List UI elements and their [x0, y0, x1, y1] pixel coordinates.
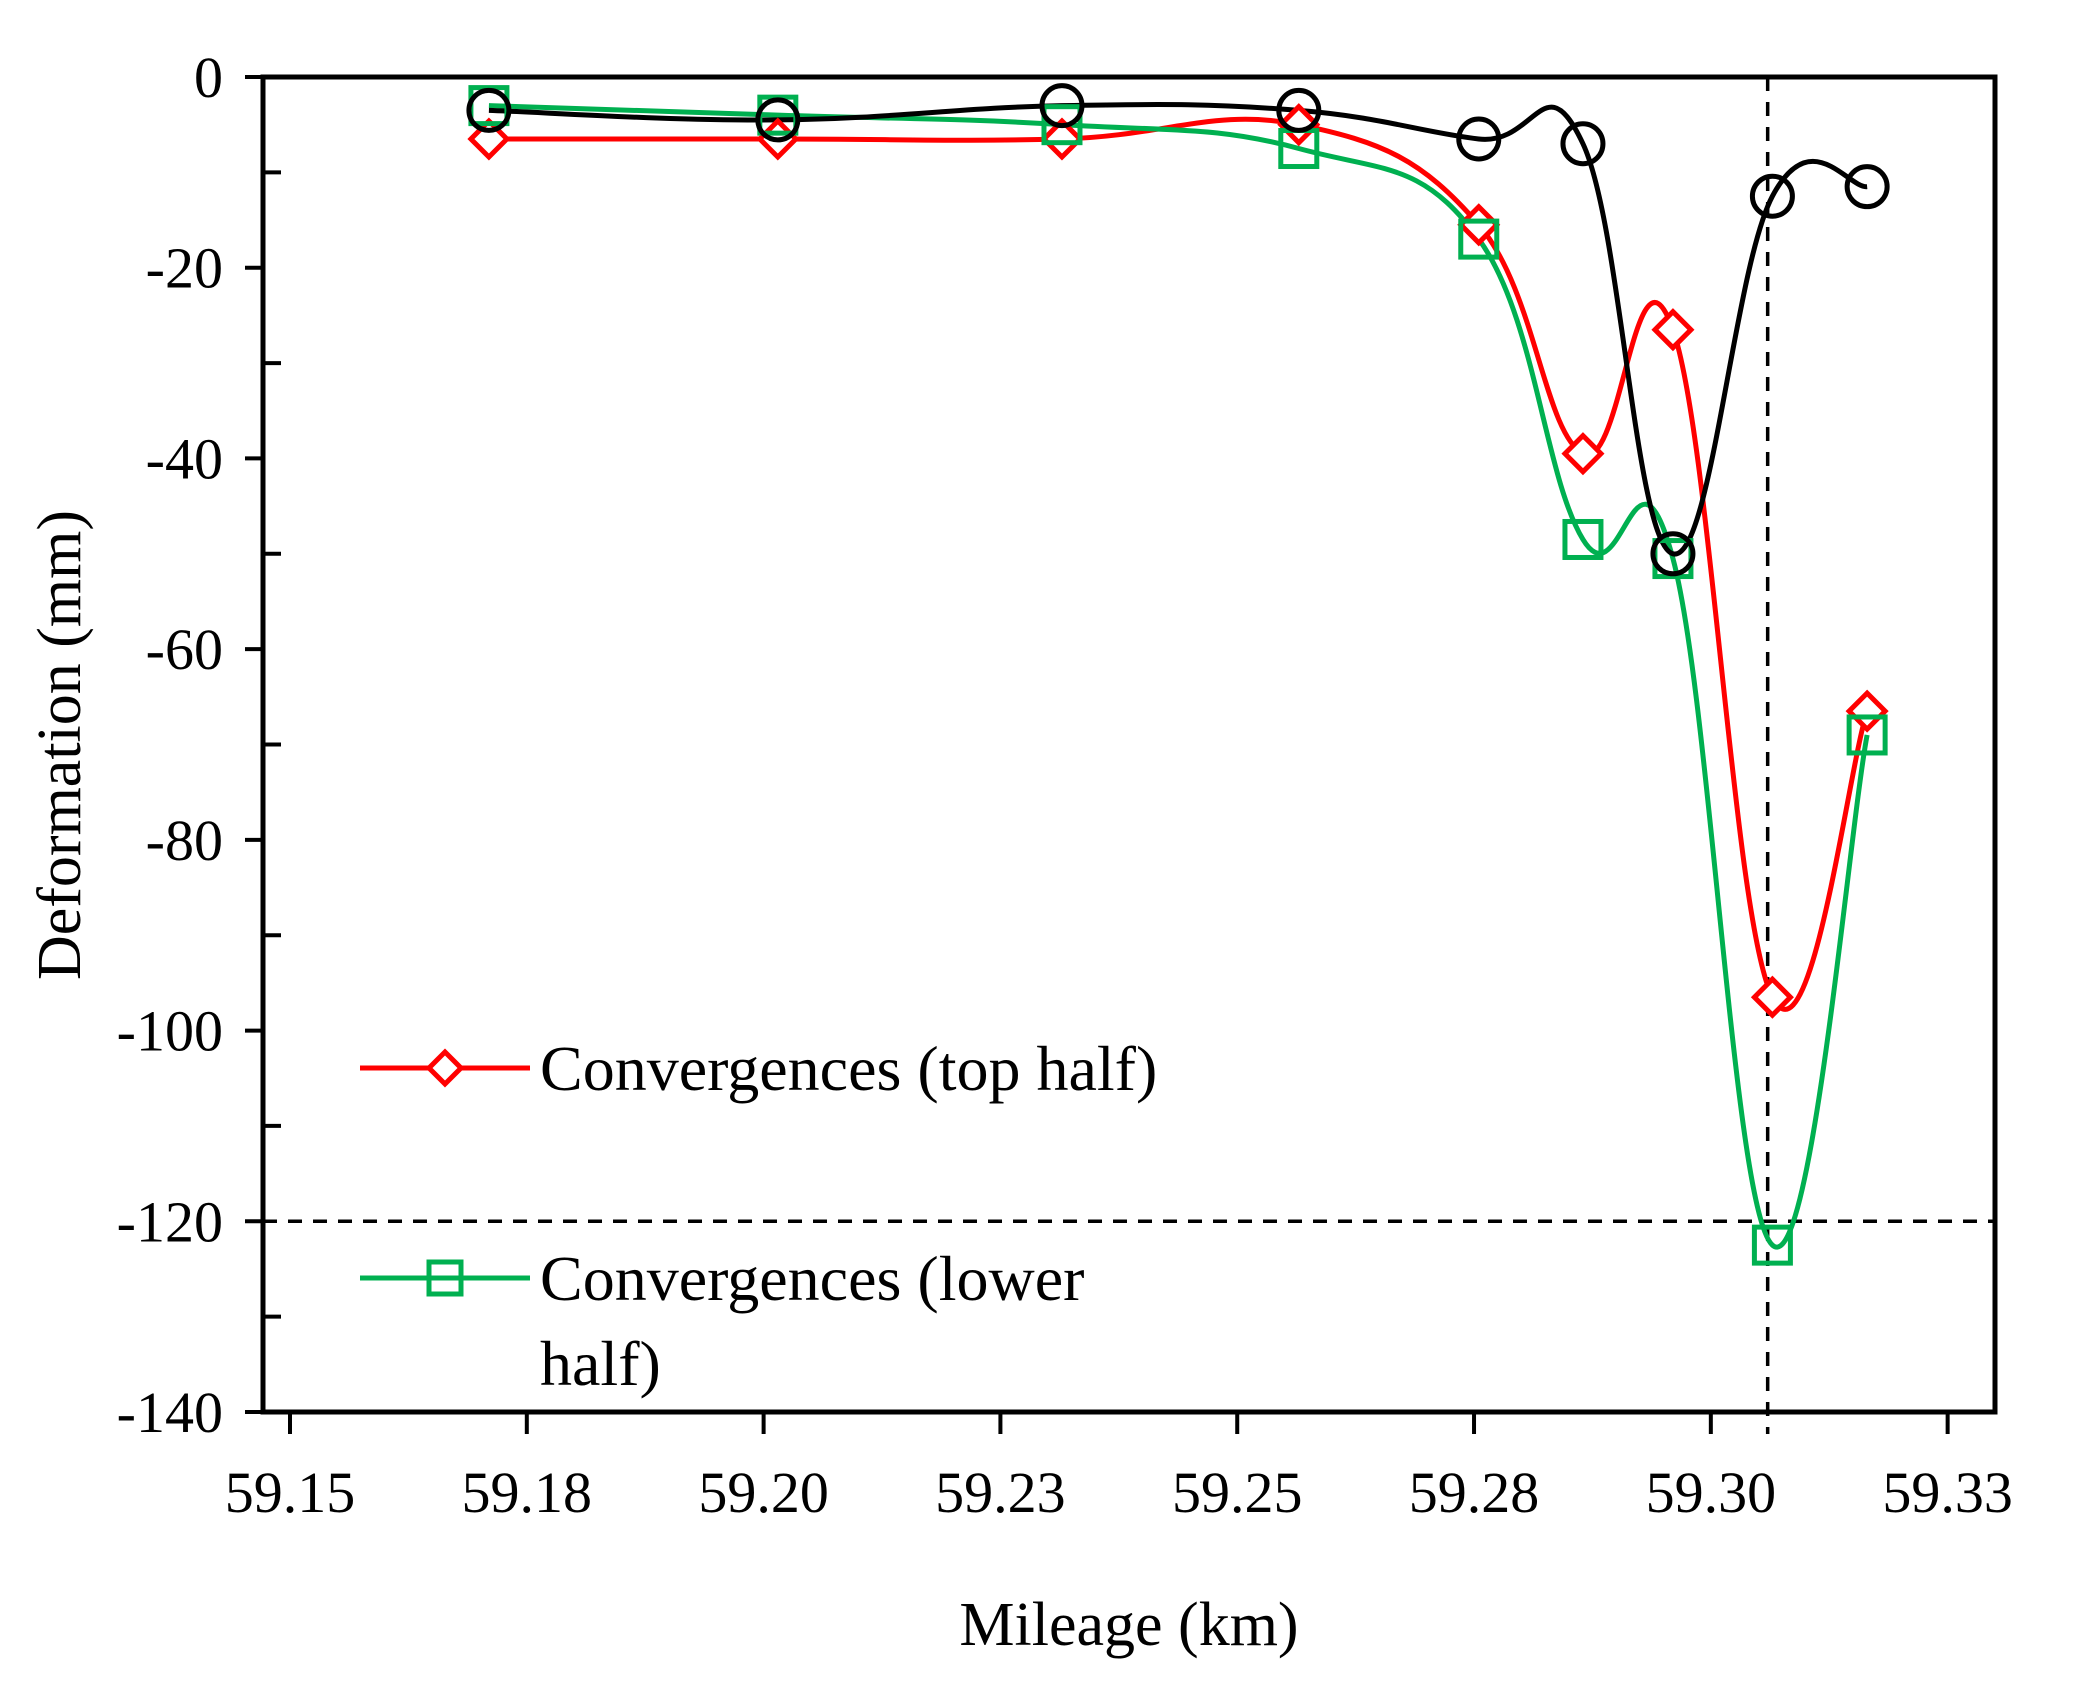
legend: Convergences (top half) Convergences (low… [360, 1033, 1157, 1399]
x-tick-label: 59.23 [935, 1460, 1066, 1525]
data-point-top-half [1651, 308, 1695, 352]
series-line-top-half [488, 116, 1870, 1012]
data-point-top-half [1561, 432, 1605, 476]
data-point-black [1276, 87, 1322, 133]
y-tick-label: -40 [146, 426, 223, 491]
data-point-lower-half [1751, 1224, 1793, 1266]
y-ticks: 0 -20 -40 -60 -80 -100 -120 -140 [117, 45, 281, 1445]
y-tick-label: -60 [146, 617, 223, 682]
legend-marker-top-half [425, 1048, 465, 1088]
data-point-black [1650, 531, 1696, 577]
x-tick-label: 59.20 [698, 1460, 829, 1525]
data-point-top-half [1040, 117, 1084, 161]
data-point-lower-half [1846, 714, 1888, 756]
legend-label-top-half: Convergences (top half) [540, 1033, 1157, 1104]
y-axis-title: Deformation (mm) [26, 510, 94, 980]
data-point-black [1456, 116, 1502, 162]
y-tick-label: -80 [146, 808, 223, 873]
x-ticks: 59.15 59.18 59.20 59.23 59.25 59.28 59.30 59.33 [225, 1412, 2013, 1525]
data-point-black [1749, 173, 1795, 219]
x-tick-label: 59.15 [225, 1460, 356, 1525]
y-tick-label: -140 [117, 1380, 223, 1445]
data-point-black [466, 87, 512, 133]
x-tick-label: 59.18 [462, 1460, 593, 1525]
x-tick-label: 59.33 [1882, 1460, 2013, 1525]
series-line-black [488, 102, 1868, 557]
data-point-lower-half [1041, 104, 1083, 146]
legend-label-lower-half: half) [540, 1328, 661, 1399]
data-point-black [1039, 83, 1085, 129]
legend-label-lower-half: Convergences (lower [540, 1243, 1084, 1314]
y-tick-label: -20 [146, 236, 223, 301]
y-tick-label: -120 [117, 1189, 223, 1254]
y-tick-label: -100 [117, 999, 223, 1064]
legend-marker-lower-half [426, 1259, 464, 1297]
data-point-lower-half [1458, 218, 1500, 260]
x-tick-label: 59.28 [1409, 1460, 1540, 1525]
data-point-black [755, 97, 801, 143]
data-point-black [1844, 164, 1890, 210]
reference-lines [263, 77, 1995, 1434]
x-tick-label: 59.30 [1646, 1460, 1777, 1525]
data-point-top-half [1845, 689, 1889, 733]
x-axis-title: Mileage (km) [959, 1591, 1298, 1659]
x-tick-label: 59.25 [1172, 1460, 1303, 1525]
series-lines [488, 102, 1870, 1250]
data-point-top-half [1277, 103, 1321, 147]
y-tick-label: 0 [194, 45, 223, 110]
series-markers [466, 83, 1890, 1266]
data-point-black [1560, 121, 1606, 167]
series-line-lower-half [488, 103, 1870, 1250]
data-point-top-half [1750, 975, 1794, 1019]
data-point-lower-half [1562, 518, 1604, 560]
